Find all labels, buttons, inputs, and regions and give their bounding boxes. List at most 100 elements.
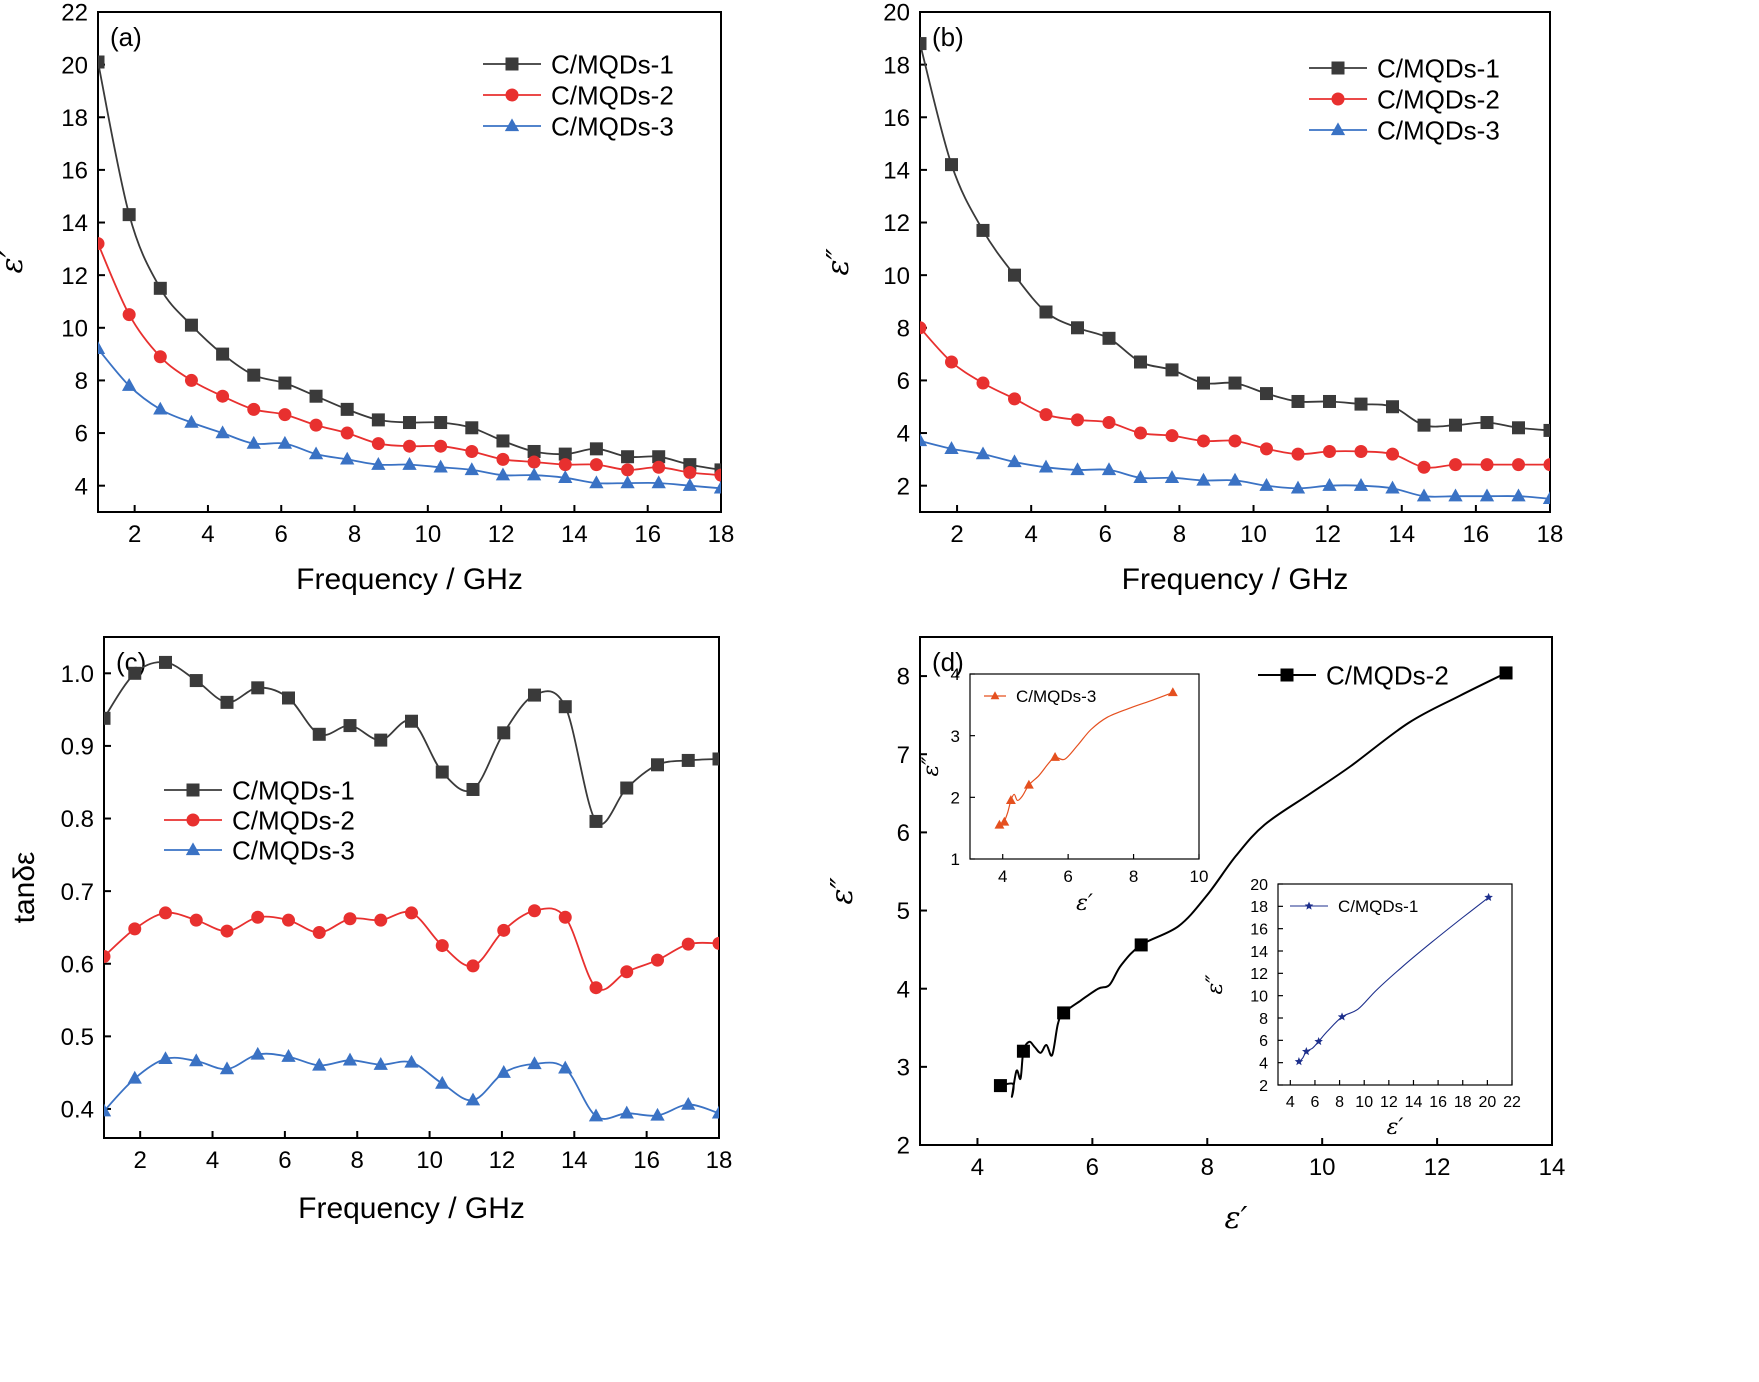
data-point [98, 341, 106, 355]
data-point [1385, 480, 1400, 494]
x-tick-label: 8 [1335, 1094, 1344, 1111]
x-tick-label: 6 [1310, 1094, 1319, 1111]
legend-b: C/MQDs-1C/MQDs-2C/MQDs-3 [1309, 53, 1500, 145]
legend-c: C/MQDs-1C/MQDs-2C/MQDs-3 [164, 775, 355, 865]
data-point [128, 666, 142, 680]
data-point [920, 433, 928, 447]
legend-marker [186, 783, 200, 797]
data-point [920, 321, 927, 335]
data-point [251, 681, 265, 695]
data-point [1314, 1037, 1323, 1046]
data-point [1386, 400, 1399, 414]
y-tick-label: 18 [883, 52, 910, 79]
data-point [247, 402, 261, 416]
data-point [312, 1057, 327, 1071]
y-axis-title: ε′ [0, 250, 30, 273]
data-point [945, 158, 958, 172]
legend-label: C/MQDs-3 [1377, 115, 1500, 145]
data-point [589, 814, 603, 828]
panel-b: 2 4 6 8 10 12 14 16 18 2 4 6 8 10 12 14 16 18 20 Frequency … [821, 0, 1563, 596]
legend-a: C/MQDs-1C/MQDs-2C/MQDs-3 [483, 49, 674, 141]
x-tick-label: 6 [1099, 521, 1112, 548]
x-tick-label: 8 [348, 521, 361, 548]
y-tick-label: 6 [897, 368, 910, 395]
data-point [340, 426, 354, 440]
data-point [1512, 458, 1525, 472]
data-point [527, 444, 541, 458]
series-c-mqds-3 [994, 687, 1178, 829]
data-point [681, 937, 695, 951]
x-tick-label: 2 [950, 521, 963, 548]
data-point [944, 441, 959, 455]
plot-area-d-inset-1 [994, 687, 1178, 829]
data-point [403, 439, 416, 453]
legend-entry: C/MQDs-2 [164, 805, 355, 835]
y-tick-label: 12 [61, 263, 88, 290]
legend-entry: C/MQDs-3 [1309, 115, 1500, 145]
data-point [1134, 355, 1147, 369]
data-point [1302, 1047, 1311, 1056]
data-point [1353, 478, 1369, 491]
x-axis-title: Frequency / GHz [1122, 563, 1349, 596]
y-tick-label: 3 [897, 1054, 910, 1081]
x-tick-label: 14 [561, 521, 588, 548]
y-tick-label: 4 [897, 976, 910, 1003]
legend-marker [1280, 668, 1294, 682]
y-axis-title: ε″ [919, 756, 944, 777]
x-tick-label: 6 [275, 521, 288, 548]
legend-marker [990, 691, 1000, 700]
data-point [1448, 488, 1463, 502]
x-tick-label: 14 [561, 1147, 588, 1174]
x-tick-label: 12 [488, 521, 515, 548]
legend-label: C/MQDs-2 [551, 80, 674, 110]
data-point [1196, 472, 1211, 486]
data-point [1542, 491, 1550, 505]
data-point [122, 208, 136, 222]
legend-marker [1331, 92, 1345, 106]
data-point [558, 447, 572, 461]
x-axis-title: ε′ [1076, 891, 1093, 916]
panel-label: (b) [932, 22, 964, 52]
y-tick-label: 2 [1259, 1078, 1268, 1095]
data-point [371, 456, 386, 470]
data-point [312, 926, 326, 940]
series-line [104, 661, 719, 826]
data-point [1449, 418, 1462, 432]
data-point [153, 350, 167, 364]
legend-label: C/MQDs-3 [551, 111, 674, 141]
data-point [1070, 462, 1085, 476]
data-point [652, 460, 666, 474]
data-point [619, 1105, 634, 1119]
data-point [1294, 1057, 1304, 1066]
data-point [681, 1096, 696, 1110]
data-point [1291, 394, 1305, 408]
x-tick-label: 16 [1429, 1094, 1447, 1111]
data-point [712, 936, 719, 950]
x-tick-label: 12 [489, 1147, 516, 1174]
x-tick-label: 10 [414, 521, 441, 548]
x-tick-label: 10 [1190, 867, 1209, 886]
panel-label: (a) [110, 22, 142, 52]
data-point [373, 1057, 388, 1070]
data-point [1008, 392, 1021, 406]
y-tick-label: 20 [883, 0, 910, 27]
y-tick-label: 8 [897, 315, 910, 342]
y-tick-label: 5 [897, 898, 910, 925]
x-tick-label: 18 [1454, 1094, 1472, 1111]
data-point [1228, 434, 1242, 448]
data-point [250, 1046, 265, 1060]
data-point [1102, 331, 1116, 345]
plot-area-b [920, 37, 1550, 505]
x-axis-title: Frequency / GHz [298, 1192, 525, 1225]
y-tick-label: 3 [951, 727, 960, 746]
data-point [104, 711, 111, 725]
series-c-mqds-2 [98, 237, 721, 482]
data-point [527, 455, 541, 469]
y-tick-label: 6 [75, 421, 88, 448]
y-tick-label: 0.5 [61, 1024, 94, 1051]
data-point [465, 444, 479, 458]
y-tick-label: 10 [61, 315, 88, 342]
data-point [1164, 470, 1180, 483]
data-point [712, 752, 719, 766]
y-tick-label: 2 [897, 473, 910, 500]
